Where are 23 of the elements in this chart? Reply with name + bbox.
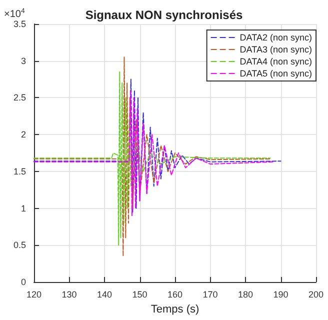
x-tick-label: 160 xyxy=(167,290,183,300)
y-tick-label: 1 xyxy=(20,203,26,214)
y-tick-label: 0.5 xyxy=(13,240,26,250)
legend-label: DATA2 (non sync) xyxy=(240,32,312,42)
x-tick-label: 130 xyxy=(62,290,77,300)
legend-label: DATA4 (non sync) xyxy=(240,56,312,66)
x-tick-label: 180 xyxy=(238,290,254,300)
x-axis-title: Temps (s) xyxy=(150,304,200,316)
x-tick-label: 190 xyxy=(273,290,288,300)
y-tick-label: 1.5 xyxy=(13,166,26,176)
x-tick-label: 150 xyxy=(132,290,148,300)
legend-label: DATA5 (non sync) xyxy=(240,68,312,78)
y-tick-label: 2.5 xyxy=(13,92,26,103)
legend-label: DATA3 (non sync) xyxy=(240,44,312,54)
x-tick-label: 200 xyxy=(308,290,324,300)
x-tick-label: 120 xyxy=(26,290,42,300)
x-tick-label: 140 xyxy=(96,290,112,300)
chart-title: Signaux NON synchronisés xyxy=(85,8,244,22)
x-tick-label: 170 xyxy=(202,290,218,300)
y-tick-label: 0 xyxy=(20,277,26,287)
y-tick-label: 3 xyxy=(20,56,26,66)
y-tick-label: 2 xyxy=(20,130,26,140)
y-tick-label: 3.5 xyxy=(13,19,26,29)
